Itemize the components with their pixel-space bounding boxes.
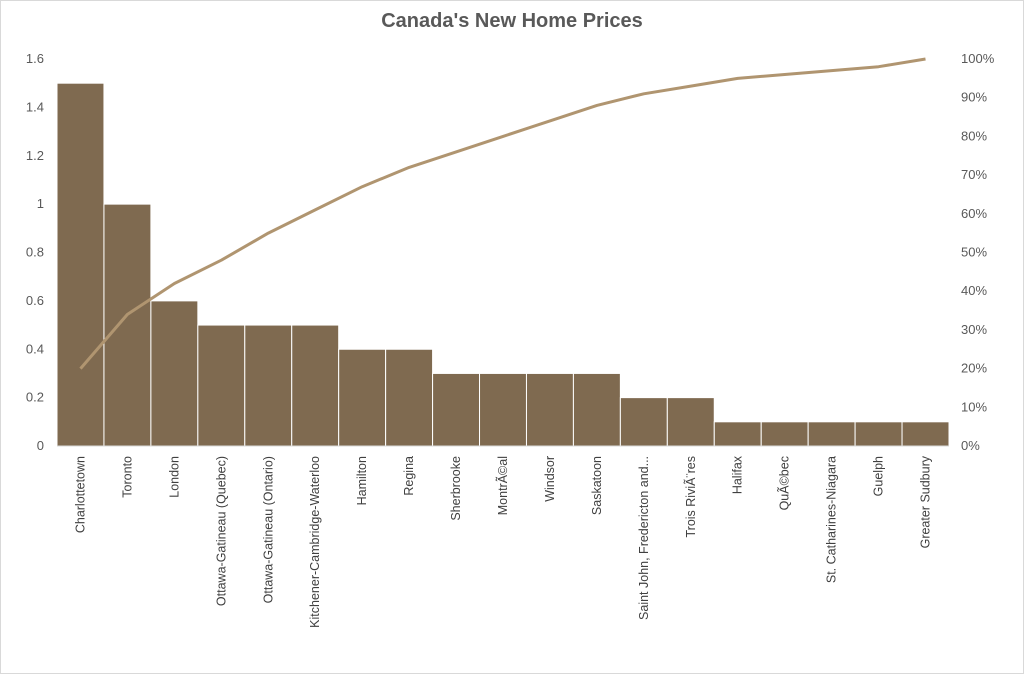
x-tick-label: Greater Sudbury	[919, 455, 933, 548]
x-tick-label: Saskatoon	[590, 456, 604, 515]
y2-tick-label: 90%	[961, 90, 987, 105]
x-axis: Charlottetown Toronto London Ottawa-Gatinea…	[57, 445, 949, 628]
bar	[432, 372, 481, 447]
bar	[338, 348, 387, 447]
x-tick-label: Windsor	[543, 456, 557, 502]
x-tick-label: Ottawa-Gatineau (Ontario)	[261, 456, 275, 603]
bar	[197, 324, 246, 447]
y-tick-label: 1.6	[26, 51, 44, 66]
x-tick-label: Kitchener-Cambridge-Waterloo	[308, 456, 322, 628]
y-tick-label: 0	[37, 438, 44, 453]
y2-tick-label: 10%	[961, 399, 987, 414]
bar	[713, 421, 762, 447]
secondary-y-axis: 0% 10% 20% 30% 40% 50% 60% 70% 80% 90% 100%	[961, 51, 995, 453]
y2-tick-label: 20%	[961, 361, 987, 376]
x-tick-label: Regina	[402, 456, 416, 496]
bar	[103, 203, 152, 447]
x-tick-label: Halifax	[731, 455, 745, 494]
x-tick-label: Guelph	[872, 456, 886, 496]
bar	[619, 397, 668, 447]
y2-tick-label: 0%	[961, 438, 980, 453]
bar	[479, 372, 527, 447]
bar	[572, 372, 621, 447]
x-tick-label: MontrÃ©al	[496, 456, 510, 515]
bar	[150, 300, 199, 447]
x-tick-label: Saint John, Fredericton and...	[637, 456, 651, 620]
x-tick-label: Trois RiviÃ¨res	[684, 456, 698, 537]
cumulative-line-group	[79, 57, 926, 370]
bar	[807, 421, 856, 447]
y-tick-label: 0.6	[26, 293, 44, 308]
bar	[56, 82, 105, 447]
bar	[525, 372, 574, 447]
x-tick-label: Charlottetown	[74, 456, 88, 533]
y-tick-label: 1.4	[26, 99, 44, 114]
y2-tick-label: 80%	[961, 128, 987, 143]
x-tick-label: Toronto	[120, 456, 134, 498]
y-tick-label: 1.2	[26, 148, 44, 163]
y2-tick-label: 100%	[961, 51, 995, 66]
primary-y-axis: 0 0.2 0.4 0.6 0.8 1 1.2 1.4 1.6	[26, 51, 44, 453]
y2-tick-label: 70%	[961, 167, 987, 182]
bar	[244, 324, 293, 447]
x-tick-label: St. Catharines-Niagara	[825, 456, 839, 583]
y2-tick-label: 60%	[961, 206, 987, 221]
x-tick-label: QuÃ©bec	[778, 456, 792, 510]
y2-tick-label: 40%	[961, 283, 987, 298]
bar	[666, 397, 715, 447]
x-tick-label: Hamilton	[355, 456, 369, 505]
bar	[760, 421, 809, 447]
x-tick-label: Sherbrooke	[449, 456, 463, 521]
chart-title: Canada's New Home Prices	[381, 10, 643, 32]
bar-group	[56, 82, 950, 447]
bar	[385, 348, 434, 447]
cumulative-line	[79, 57, 926, 370]
y-tick-label: 0.2	[26, 390, 44, 405]
y2-tick-label: 50%	[961, 245, 987, 260]
bar	[291, 324, 340, 447]
y2-tick-label: 30%	[961, 322, 987, 337]
y-tick-label: 0.8	[26, 245, 44, 260]
bar	[854, 421, 903, 447]
bar	[901, 421, 950, 447]
y-tick-label: 0.4	[26, 341, 44, 356]
x-tick-label: London	[167, 456, 181, 498]
x-tick-label: Ottawa-Gatineau (Quebec)	[214, 456, 228, 606]
y-tick-label: 1	[37, 196, 44, 211]
